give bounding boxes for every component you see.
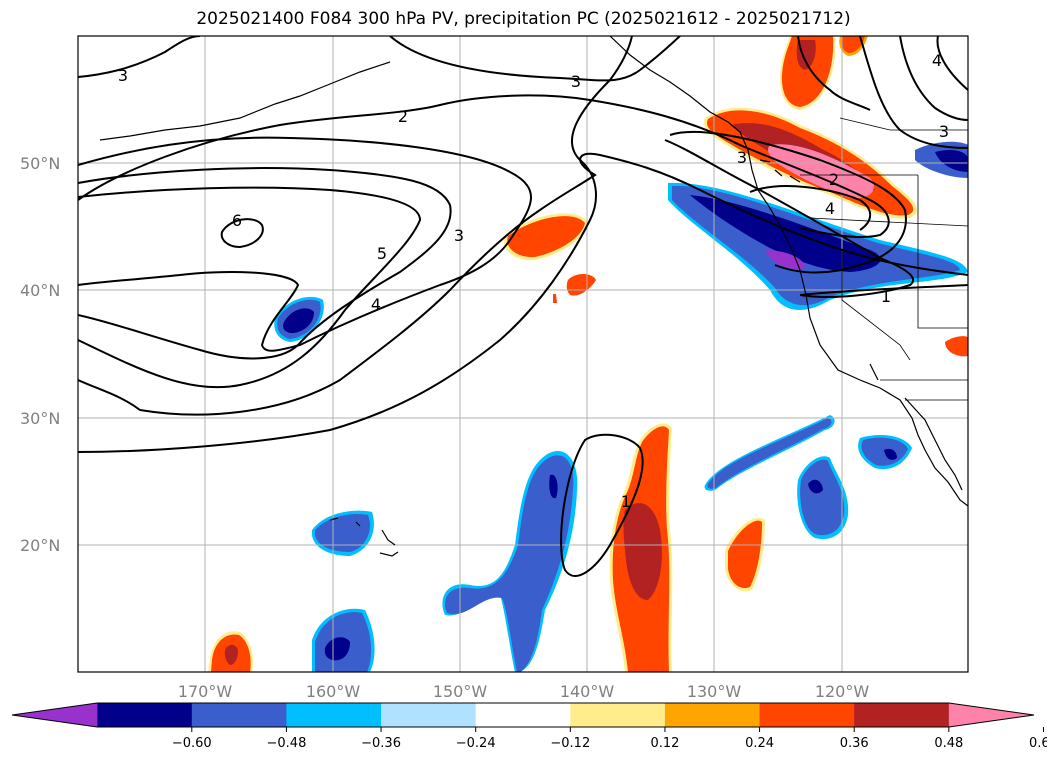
colorbar: −0.60 −0.48 −0.36 −0.24 −0.12 0.12 0.24 0.36 0.4…	[11, 702, 1047, 751]
contour-label: 6	[232, 211, 242, 230]
colorbar-outline	[11, 702, 1035, 728]
colorbar-extend-high	[948, 703, 1034, 727]
contour-label: 3	[571, 72, 581, 91]
gridlines	[78, 36, 968, 672]
contour-label: 3	[737, 148, 747, 167]
colorbar-segment	[759, 703, 855, 727]
colorbar-tick-label: 0.12	[650, 736, 679, 751]
lon-label-120w: 120°W	[815, 682, 870, 701]
colorbar-tick-label: 0.36	[840, 736, 869, 751]
colorbar-extend-low	[12, 703, 98, 727]
colorbar-segment	[286, 703, 382, 727]
lon-label-130w: 130°W	[687, 682, 742, 701]
contour-label: 2	[398, 107, 408, 126]
longitude-labels: 170°W 160°W 150°W 140°W 130°W 120°W	[178, 682, 870, 701]
lon-label-170w: 170°W	[178, 682, 233, 701]
colorbar-segment	[191, 703, 287, 727]
contour-label: 2	[829, 170, 839, 189]
contour-label: 4	[932, 51, 942, 70]
contour-label: 1	[881, 287, 891, 306]
lon-label-160w: 160°W	[306, 682, 361, 701]
lat-label-20n: 20°N	[20, 536, 60, 555]
map-frame	[77, 35, 969, 673]
lon-label-150w: 150°W	[433, 682, 488, 701]
pv-contours	[78, 36, 968, 577]
contour-label: 3	[939, 122, 949, 141]
colorbar-tick-label: 0.60	[1029, 736, 1047, 751]
lat-label-50n: 50°N	[20, 154, 60, 173]
colorbar-tick-label: −0.36	[361, 736, 401, 751]
negative-shading	[274, 141, 968, 672]
contour-label: 4	[371, 295, 381, 314]
colorbar-tick-label: −0.60	[172, 736, 212, 751]
colorbar-tick-label: 0.24	[745, 736, 774, 751]
lat-label-30n: 30°N	[20, 409, 60, 428]
colorbar-segment	[97, 703, 193, 727]
contour-label: 3	[454, 226, 464, 245]
colorbar-segment	[570, 703, 666, 727]
contour-label: 3	[118, 66, 128, 85]
coastlines	[99, 36, 968, 557]
colorbar-segment	[854, 703, 950, 727]
colorbar-segment	[381, 703, 477, 727]
contour-label: 5	[377, 244, 387, 263]
chart-title: 2025021400 F084 300 hPa PV, precipitatio…	[196, 9, 851, 29]
contour-labels: 3 3 2 6 5 4 3 3 2 4 1 3 4 1	[118, 51, 949, 511]
lat-label-40n: 40°N	[20, 281, 60, 300]
colorbar-tick-label: 0.48	[934, 736, 963, 751]
colorbar-segment	[664, 703, 761, 727]
latitude-labels: 50°N 40°N 30°N 20°N	[20, 154, 60, 555]
colorbar-tick-label: −0.24	[456, 736, 496, 751]
colorbar-tick-label: −0.48	[267, 736, 307, 751]
map-area: 3 3 2 6 5 4 3 3 2 4 1 3 4 1	[78, 36, 968, 672]
contour-label: 4	[825, 199, 835, 218]
lon-label-140w: 140°W	[560, 682, 615, 701]
colorbar-tick-label: −0.12	[550, 736, 590, 751]
contour-label: 1	[621, 492, 631, 511]
colorbar-segment	[475, 703, 571, 727]
